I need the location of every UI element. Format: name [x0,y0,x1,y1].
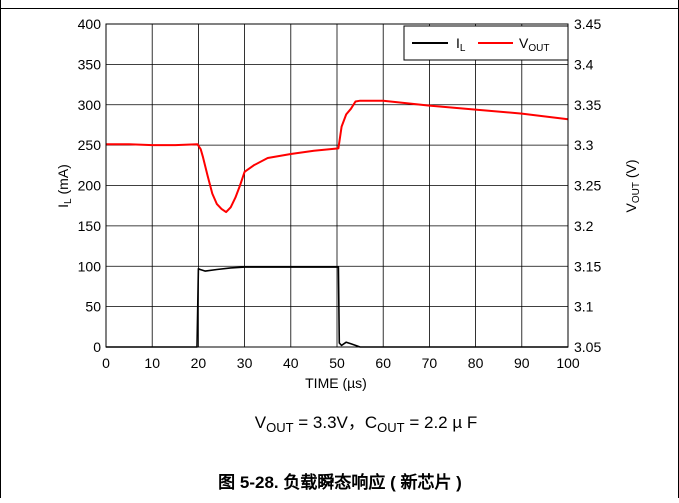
plot-area-border [105,23,569,348]
x-tick-labels: 0 10 20 30 40 50 60 70 80 90 100 [102,355,580,371]
x-tick-label: 70 [422,355,438,371]
series-line-il [106,266,568,348]
x-tick-label: 50 [329,355,345,371]
x-tick-label: 40 [283,355,299,371]
legend: IL VOUT [403,25,569,61]
y-left-tick-label: 400 [78,16,102,32]
y-left-tick-label: 0 [93,339,101,355]
y-right-tick-labels: 3.05 3.1 3.15 3.2 3.25 3.3 3.35 3.4 3.45 [574,16,601,355]
y-left-tick-label: 300 [78,97,102,113]
y-left-tick-label: 350 [78,56,102,72]
x-tick-label: 30 [237,355,253,371]
grid-lines [106,24,568,347]
y-left-tick-label: 200 [78,178,102,194]
y-right-tick-label: 3.1 [574,299,594,315]
series-line-vout [106,99,569,214]
y-right-tick-label: 3.25 [574,178,601,194]
test-condition-caption: VOUT = 3.3V，COUT = 2.2 µ F [255,413,478,435]
x-tick-label: 10 [144,355,160,371]
y-right-tick-label: 3.4 [574,56,594,72]
x-tick-label: 60 [375,355,391,371]
y-right-tick-label: 3.15 [574,258,601,274]
legend-label-vout: VOUT [519,35,549,54]
x-tick-label: 20 [191,355,207,371]
x-tick-label: 100 [556,355,580,371]
y-right-tick-label: 3.45 [574,16,601,32]
x-tick-label: 80 [468,355,484,371]
y-right-tick-label: 3.3 [574,137,594,153]
x-tick-label: 0 [102,355,110,371]
y-left-tick-label: 250 [78,137,102,153]
y-left-axis-title: IL (mA) [55,164,74,208]
y-left-tick-labels: 0 50 100 150 200 250 300 350 400 [78,16,102,355]
y-left-tick-label: 50 [85,299,101,315]
y-right-tick-label: 3.35 [574,97,601,113]
y-right-tick-label: 3.2 [574,218,594,234]
y-left-tick-label: 100 [78,258,102,274]
y-left-tick-label: 150 [78,218,102,234]
legend-label-il: IL [456,35,466,54]
y-right-tick-label: 3.05 [574,339,601,355]
figure-title: 图 5-28. 负载瞬态响应 ( 新芯片 ) [218,472,462,492]
x-tick-label: 90 [514,355,530,371]
series-layer [106,99,569,348]
x-axis-title: TIME (µs) [305,375,367,391]
y-right-axis-title: VOUT (V) [623,159,642,212]
